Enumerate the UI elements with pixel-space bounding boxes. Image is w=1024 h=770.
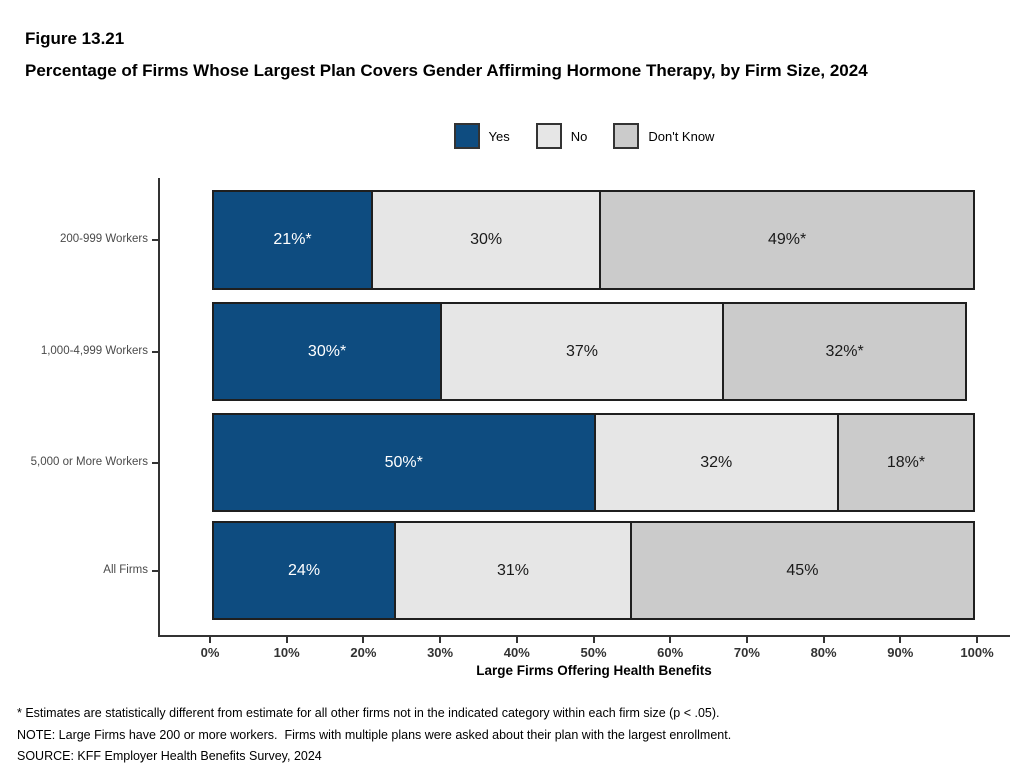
x-tick-label: 50% [580,645,607,660]
x-tick-label: 70% [733,645,760,660]
legend: Yes No Don't Know [158,123,1010,149]
footnote-line: SOURCE: KFF Employer Health Benefits Sur… [17,749,322,763]
bar-value-label: 21%* [273,231,312,248]
x-tick-label: 60% [657,645,684,660]
legend-label: Yes [488,128,510,144]
x-tick [976,637,978,643]
legend-swatch-no [535,123,562,149]
bar-segment-yes-5-000-or-more-workers: 50%* [212,413,596,512]
bar-segment-no-5-000-or-more-workers: 32% [593,413,839,512]
legend-swatch-yes [453,123,480,149]
x-tick-label: 10% [273,645,300,660]
y-tick [152,350,158,353]
y-axis-label: 1,000-4,999 Workers [40,344,148,357]
bar-segment-yes-all-firms: 24% [212,521,397,620]
bar-value-label: 50%* [384,453,423,471]
y-tick [152,461,158,464]
bar-value-label: 37% [565,342,598,360]
x-tick-label: 0% [200,645,220,660]
figure-title: Percentage of Firms Whose Largest Plan C… [25,60,868,80]
bar-segment-don-t-know-200-999-workers: 49%* [599,190,975,290]
legend-label: Don't Know [648,128,715,144]
x-tick [209,637,211,643]
legend-item-yes: Yes [453,123,510,149]
x-tick [362,637,365,643]
bar-value-label: 24% [288,561,321,579]
y-tick [152,569,158,572]
bar-value-label: 32% [700,453,733,471]
title-block: Figure 13.21 Percentage of Firms Whose L… [25,23,868,86]
x-axis-title: Large Firms Offering Health Benefits [476,663,712,678]
bar-row-5-000-or-more-workers: 50%* 32% 18%* [212,413,975,512]
x-tick-label: 90% [887,645,914,660]
x-tick [439,637,442,643]
bar-segment-don-t-know-1-000-4-999-workers: 32%* [721,302,968,401]
bar-value-label: 31% [496,561,529,579]
x-tick-label: 20% [350,645,377,660]
figure-label: Figure 13.21 [25,29,125,48]
bar-segment-yes-200-999-workers: 21%* [212,190,374,290]
bar-segment-don-t-know-all-firms: 45% [629,521,975,620]
x-tick [745,637,748,643]
bar-value-label: 30%* [307,342,347,360]
bar-row-all-firms: 24% 31% 45% [212,521,975,620]
bar-segment-no-200-999-workers: 30% [371,190,602,290]
bar-row-200-999-workers: 21%* 30% 49%* [212,190,975,290]
x-tick [285,637,288,643]
bar-value-label: 18%* [886,453,926,471]
x-tick [592,637,595,643]
bar-value-label: 32%* [825,342,864,360]
bars: 21%* 30% 49%* 30%* 37% 32%* 50%* 32% 18%* 24% 31% 4… [212,178,979,635]
legend-item-no: No [535,123,588,149]
x-tick [515,637,518,643]
x-tick-label: 80% [810,645,837,660]
legend-swatch-don-t-know [613,123,640,149]
y-axis-label: 200-999 Workers [60,233,148,245]
x-tick [822,637,825,643]
footnote-line: * Estimates are statistically different … [17,706,720,720]
x-tick-label: 100% [960,645,994,660]
bar-segment-don-t-know-5-000-or-more-workers: 18%* [836,413,975,512]
bar-segment-yes-1-000-4-999-workers: 30%* [212,302,443,401]
bar-value-label: 45% [786,561,819,579]
x-tick [669,637,672,643]
y-axis-label: All Firms [103,563,148,576]
bar-value-label: 49%* [767,231,807,248]
footnotes: * Estimates are statistically different … [17,703,731,768]
legend-label: No [570,128,588,144]
bar-row-1-000-4-999-workers: 30%* 37% 32%* [212,302,968,401]
y-axis-label: 5,000 or More Workers [30,455,148,468]
x-tick-label: 30% [427,645,454,660]
bar-segment-no-all-firms: 31% [394,521,632,620]
footnote-line: NOTE: Large Firms have 200 or more worke… [17,727,732,742]
x-tick-label: 40% [503,645,530,660]
plot-area: 21%* 30% 49%* 30%* 37% 32%* 50%* 32% 18%* 24% 31% 4… [158,178,1010,637]
bar-value-label: 30% [470,231,503,248]
x-tick [899,637,902,643]
y-tick [152,239,158,241]
bar-segment-no-1-000-4-999-workers: 37% [440,302,724,401]
legend-item-don-t-know: Don't Know [613,123,714,149]
